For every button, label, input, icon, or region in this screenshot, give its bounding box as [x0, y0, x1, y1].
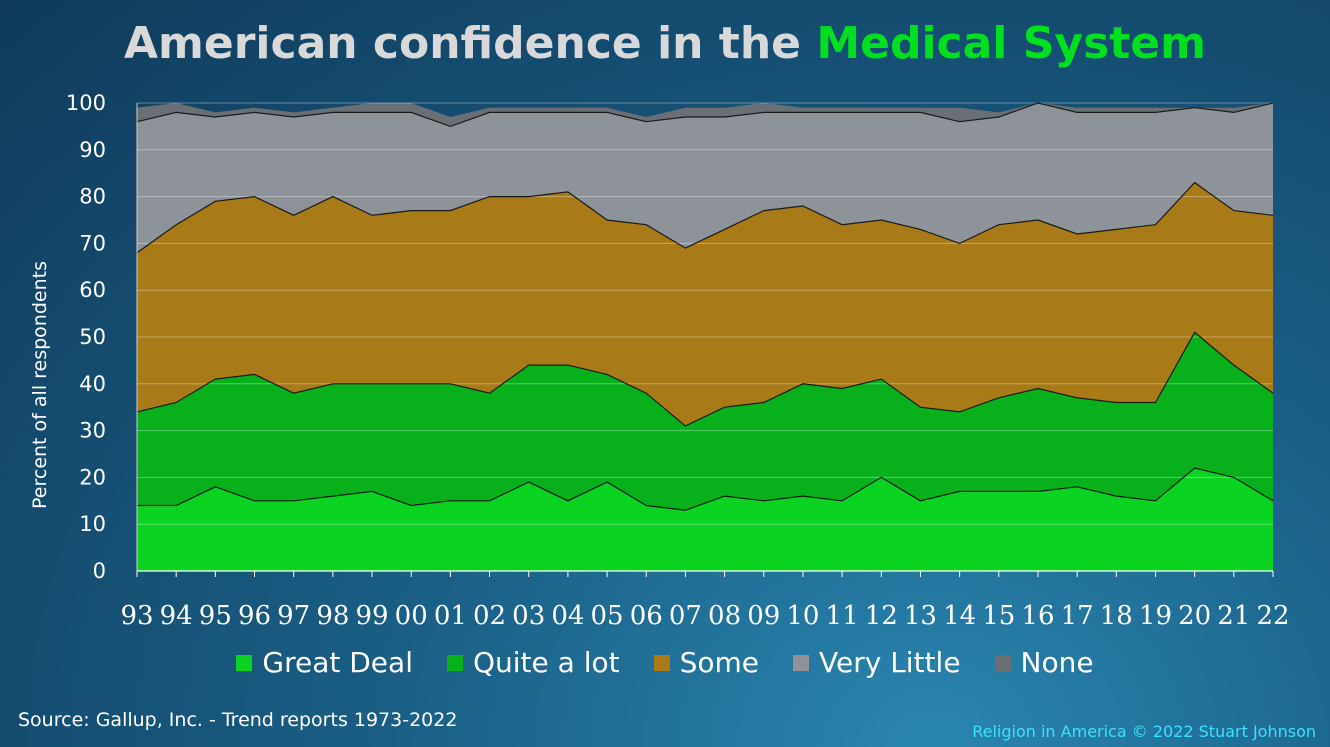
legend-swatch — [236, 654, 253, 671]
x-tick-label-03: 03 — [512, 601, 545, 631]
chart-title-main: American confidence in the — [123, 18, 817, 69]
x-tick-label-15: 15 — [982, 601, 1015, 631]
x-tick-label-22: 22 — [1256, 601, 1289, 631]
x-tick-label-07: 07 — [669, 601, 702, 631]
y-axis-label: Percent of all respondents — [29, 261, 51, 509]
x-tick-label-11: 11 — [826, 601, 859, 631]
y-tick-label-10: 10 — [79, 512, 106, 536]
legend-label: Very Little — [819, 646, 961, 679]
x-tick-label-06: 06 — [630, 601, 663, 631]
x-tick-label-16: 16 — [1021, 601, 1054, 631]
y-tick-label-40: 40 — [79, 372, 106, 396]
credit-note: Religion in America © 2022 Stuart Johnso… — [972, 722, 1316, 741]
x-tick-label-21: 21 — [1217, 601, 1250, 631]
y-tick-label-100: 100 — [66, 91, 106, 115]
legend-label: Some — [679, 646, 760, 679]
legend-item-great-deal: Great Deal — [236, 646, 413, 679]
y-tick-label-20: 20 — [79, 465, 106, 489]
x-tick-label-17: 17 — [1061, 601, 1094, 631]
x-tick-label-13: 13 — [904, 601, 937, 631]
x-tick-label-20: 20 — [1178, 601, 1211, 631]
series-line-very-little — [136, 102, 1274, 128]
x-tick-label-14: 14 — [943, 601, 976, 631]
x-tick-label-98: 98 — [316, 601, 349, 631]
x-tick-label-10: 10 — [786, 601, 819, 631]
y-tick-label-80: 80 — [79, 185, 106, 209]
legend-item-some: Some — [653, 646, 760, 679]
series-line-quite-a-lot — [136, 331, 1274, 427]
x-tick-label-93: 93 — [120, 601, 153, 631]
x-tick-label-00: 00 — [395, 601, 428, 631]
legend-swatch — [994, 654, 1011, 671]
chart-title-highlight: Medical System — [816, 18, 1206, 69]
legend-swatch — [653, 654, 670, 671]
source-note: Source: Gallup, Inc. - Trend reports 197… — [18, 709, 458, 731]
x-tick-label-97: 97 — [277, 601, 310, 631]
legend-label: Quite a lot — [472, 646, 620, 679]
y-tick-label-90: 90 — [79, 138, 106, 162]
x-tick-label-04: 04 — [551, 601, 584, 631]
x-tick-label-94: 94 — [160, 601, 193, 631]
legend-swatch — [793, 654, 810, 671]
x-tick-label-01: 01 — [434, 601, 467, 631]
y-tick-label-0: 0 — [93, 559, 106, 583]
legend-item-quite-a-lot: Quite a lot — [446, 646, 620, 679]
series-line-great-deal — [137, 467, 1274, 511]
area-none — [137, 103, 1273, 127]
legend-label: None — [1020, 646, 1094, 679]
x-tick-label-95: 95 — [199, 601, 232, 631]
chart-title: American confidence in the Medical Syste… — [0, 18, 1330, 69]
x-tick-label-05: 05 — [591, 601, 624, 631]
x-tick-label-18: 18 — [1100, 601, 1133, 631]
legend-item-none: None — [994, 646, 1094, 679]
x-tick-label-96: 96 — [238, 601, 271, 631]
y-tick-label-60: 60 — [79, 278, 106, 302]
x-tick-label-99: 99 — [355, 601, 388, 631]
legend-swatch — [446, 654, 463, 671]
area-some — [137, 182, 1273, 426]
area-great-deal — [137, 468, 1273, 571]
legend-item-very-little: Very Little — [793, 646, 961, 679]
area-quite-a-lot — [137, 332, 1273, 511]
chart-legend: Great Deal Quite a lot Some Very Little None — [0, 646, 1330, 679]
y-tick-label-50: 50 — [79, 325, 106, 349]
y-tick-label-30: 30 — [79, 419, 106, 443]
x-tick-label-19: 19 — [1139, 601, 1172, 631]
x-tick-label-02: 02 — [473, 601, 506, 631]
x-tick-label-09: 09 — [747, 601, 780, 631]
legend-label: Great Deal — [262, 646, 413, 679]
x-tick-label-12: 12 — [865, 601, 898, 631]
x-tick-label-08: 08 — [708, 601, 741, 631]
y-tick-label-70: 70 — [79, 231, 106, 255]
area-very-little — [137, 103, 1273, 253]
series-line-some — [136, 181, 1274, 254]
